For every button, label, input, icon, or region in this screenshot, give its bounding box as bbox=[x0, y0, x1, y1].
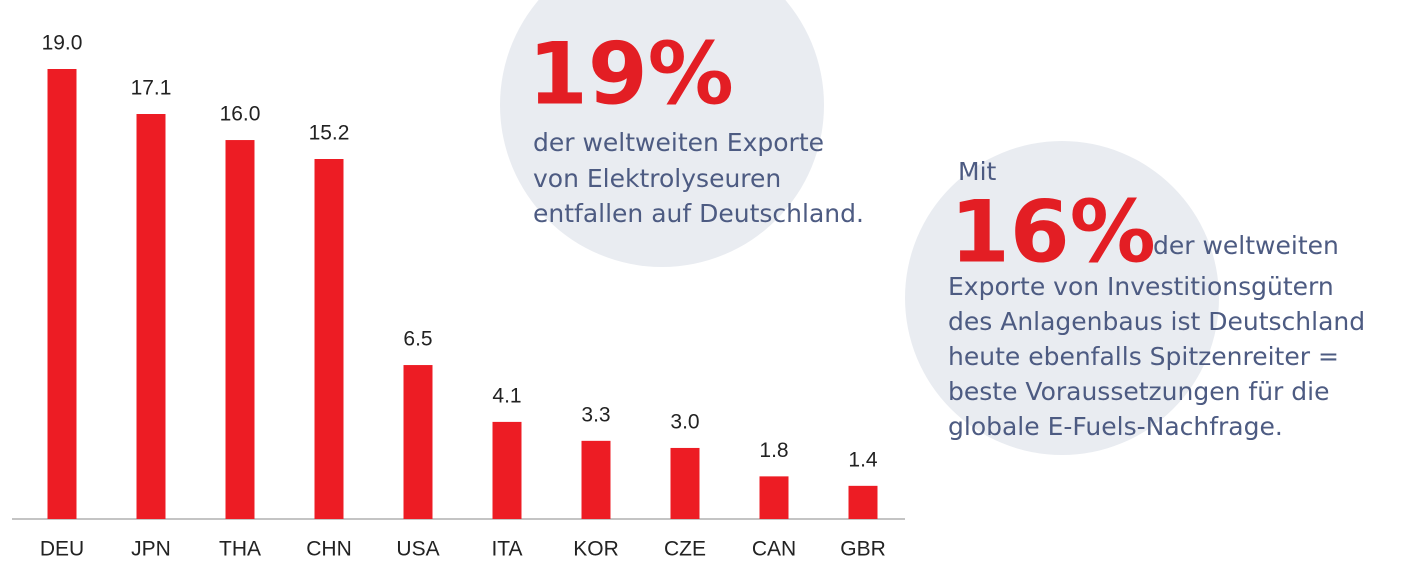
bar bbox=[225, 140, 255, 520]
bar bbox=[492, 421, 522, 519]
x-tick-label: THA bbox=[219, 538, 261, 561]
bar bbox=[47, 69, 77, 519]
callout-text: globale E-Fuels-Nachfrage. bbox=[948, 412, 1283, 441]
callout-text: des Anlagenbaus ist Deutschland bbox=[948, 307, 1365, 336]
x-tick-label: CAN bbox=[752, 538, 796, 561]
value-label: 4.1 bbox=[492, 384, 521, 407]
bar bbox=[670, 447, 700, 519]
bar bbox=[848, 485, 878, 519]
value-label: 19.0 bbox=[42, 32, 83, 55]
value-label: 6.5 bbox=[403, 328, 432, 351]
callout-text: heute ebenfalls Spitzenreiter = bbox=[948, 342, 1339, 371]
value-label: 17.1 bbox=[131, 77, 172, 100]
bar bbox=[403, 365, 433, 519]
x-tick-label: GBR bbox=[840, 538, 886, 561]
callout-text: entfallen auf Deutschland. bbox=[533, 199, 864, 228]
callout-text: Exporte von Investitionsgütern bbox=[948, 272, 1334, 301]
callout-text: beste Voraussetzungen für die bbox=[948, 377, 1329, 406]
callout-text: der weltweiten Exporte bbox=[533, 128, 824, 157]
callout-circle bbox=[500, 0, 824, 267]
callout-highlight: 16% bbox=[950, 182, 1156, 282]
x-tick-label: ITA bbox=[491, 538, 522, 561]
value-label: 16.0 bbox=[220, 103, 261, 126]
bar bbox=[759, 476, 789, 519]
callout-highlight: 19% bbox=[528, 24, 734, 124]
bar bbox=[581, 440, 611, 519]
value-label: 3.0 bbox=[670, 410, 699, 433]
callout-circle bbox=[905, 141, 1219, 455]
callout-text: von Elektrolyseuren bbox=[533, 164, 781, 193]
x-tick-label: DEU bbox=[40, 538, 84, 561]
x-tick-label: JPN bbox=[131, 538, 171, 561]
x-tick-label: USA bbox=[396, 538, 439, 561]
value-label: 3.3 bbox=[581, 403, 610, 426]
value-label: 1.4 bbox=[848, 448, 878, 471]
bar bbox=[136, 114, 166, 519]
x-tick-label: CHN bbox=[306, 538, 352, 561]
callout-text: Mit bbox=[958, 157, 997, 186]
x-tick-label: KOR bbox=[573, 538, 619, 561]
callout-text: der weltweiten bbox=[1153, 231, 1339, 260]
bar bbox=[314, 159, 344, 519]
value-label: 1.8 bbox=[759, 439, 788, 462]
value-label: 15.2 bbox=[309, 122, 350, 145]
x-tick-label: CZE bbox=[664, 538, 706, 561]
